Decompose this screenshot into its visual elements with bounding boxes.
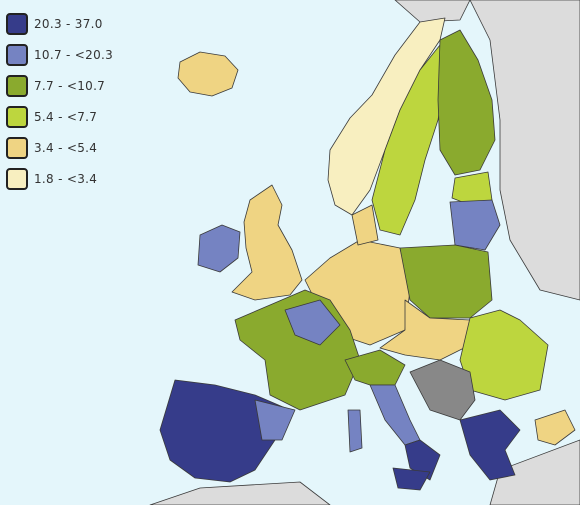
legend-swatch [6, 136, 28, 159]
legend-label: 20.3 - 37.0 [34, 16, 103, 31]
legend-label: 10.7 - <20.3 [34, 47, 114, 62]
region [369, 384, 421, 446]
legend-label: 5.4 - <7.7 [34, 109, 98, 124]
land-gray [149, 481, 331, 505]
legend-label: 7.7 - <10.7 [34, 78, 106, 93]
region [371, 44, 446, 236]
legend-item: 10.7 - <20.3 [6, 39, 113, 70]
land-gray [489, 439, 580, 505]
region [177, 51, 239, 97]
legend-item: 7.7 - <10.7 [6, 70, 113, 101]
region [459, 409, 521, 481]
legend-swatch [6, 167, 28, 190]
region [197, 224, 241, 273]
legend-item: 5.4 - <7.7 [6, 101, 113, 132]
region [437, 29, 496, 176]
region [351, 204, 379, 246]
region [449, 199, 501, 251]
legend-swatch [6, 74, 28, 97]
land-gray [469, 0, 580, 301]
legend-swatch [6, 105, 28, 128]
region [399, 244, 493, 319]
land-gray [409, 359, 476, 421]
land-gray [394, 0, 471, 23]
legend: 20.3 - 37.0 10.7 - <20.3 7.7 - <10.7 5.4 - … [6, 8, 113, 194]
legend-item: 20.3 - 37.0 [6, 8, 113, 39]
region [347, 409, 363, 453]
region [284, 299, 341, 346]
legend-swatch [6, 12, 28, 35]
legend-label: 3.4 - <5.4 [34, 140, 98, 155]
region [534, 409, 576, 446]
region [392, 467, 431, 491]
legend-swatch [6, 43, 28, 66]
legend-label: 1.8 - <3.4 [34, 171, 98, 186]
legend-item: 3.4 - <5.4 [6, 132, 113, 163]
region [231, 184, 303, 301]
region [459, 309, 549, 401]
legend-item: 1.8 - <3.4 [6, 163, 113, 194]
region [254, 399, 296, 441]
